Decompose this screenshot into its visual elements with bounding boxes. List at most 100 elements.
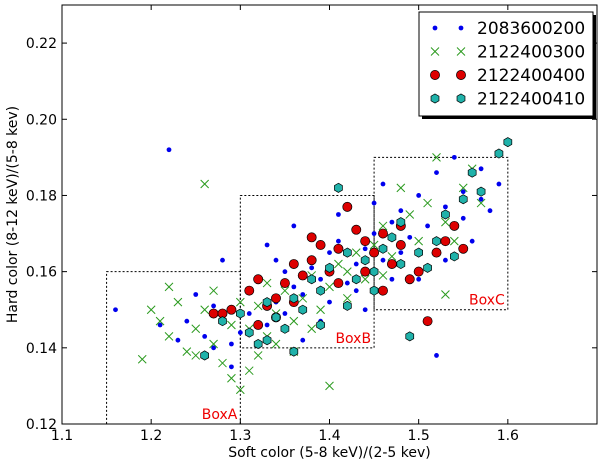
- data-point: [271, 312, 281, 323]
- legend-label: 2122400300: [477, 43, 585, 63]
- data-point: [253, 274, 264, 285]
- data-point: [458, 194, 468, 205]
- data-point: [291, 284, 297, 290]
- data-point: [280, 286, 290, 296]
- data-point: [200, 350, 209, 361]
- legend-entry: 2122400400: [430, 66, 585, 86]
- data-point: [342, 267, 352, 276]
- data-point: [416, 193, 422, 198]
- data-point: [407, 234, 413, 240]
- data-point: [316, 319, 325, 330]
- data-point: [380, 181, 386, 187]
- data-point: [280, 323, 290, 334]
- data-point: [369, 240, 379, 250]
- x-tick-label: 1.6: [497, 428, 519, 444]
- data-point: [432, 236, 441, 247]
- data-point: [244, 285, 255, 296]
- data-point: [166, 147, 172, 153]
- legend-marker: [456, 93, 466, 104]
- data-point: [253, 339, 263, 350]
- data-point: [244, 366, 254, 376]
- data-point: [113, 307, 118, 313]
- data-point: [175, 337, 181, 343]
- series-2122400300: [137, 153, 486, 395]
- data-point: [478, 166, 484, 172]
- data-point: [342, 201, 353, 212]
- data-point: [334, 182, 343, 193]
- data-point: [351, 224, 362, 235]
- data-point: [193, 292, 199, 297]
- data-point: [300, 292, 306, 297]
- x-tick-label: 1.3: [229, 428, 251, 444]
- data-point: [443, 204, 448, 210]
- data-point: [173, 297, 183, 307]
- data-point: [449, 236, 459, 246]
- data-point: [227, 373, 236, 383]
- data-point: [227, 320, 236, 330]
- legend-entry: 2122400410: [430, 90, 585, 110]
- legend-box: [418, 11, 594, 117]
- data-point: [220, 257, 225, 263]
- data-point: [441, 290, 450, 299]
- data-point: [298, 304, 308, 315]
- data-point: [291, 223, 297, 229]
- data-point: [351, 274, 361, 285]
- y-axis-title: Hard color (8-12 keV)/(5-8 kev): [5, 106, 21, 323]
- data-point: [422, 316, 433, 327]
- data-point: [344, 280, 350, 286]
- data-point: [229, 341, 234, 347]
- legend-marker: [456, 70, 466, 80]
- data-point: [378, 271, 388, 280]
- boxes-layer: BoxA BoxB BoxC: [106, 156, 509, 425]
- series-2122400400: [208, 201, 469, 330]
- data-point: [371, 200, 377, 206]
- data-point: [200, 305, 210, 315]
- data-point: [318, 276, 323, 282]
- box-label-boxb: BoxB: [335, 331, 371, 347]
- data-point: [343, 300, 352, 311]
- legend-label: 2122400410: [477, 90, 585, 110]
- data-point: [235, 385, 245, 395]
- data-point: [387, 252, 397, 261]
- data-point: [307, 274, 316, 285]
- data-point: [146, 305, 156, 315]
- data-point: [309, 265, 315, 271]
- data-point: [298, 293, 308, 303]
- data-point: [182, 347, 192, 356]
- data-point: [395, 240, 406, 250]
- data-point: [279, 278, 290, 289]
- data-point: [336, 238, 341, 244]
- data-point: [271, 339, 281, 349]
- data-point: [434, 353, 439, 358]
- data-point: [441, 217, 450, 227]
- data-point: [336, 212, 341, 217]
- data-point: [264, 242, 270, 248]
- data-point: [297, 270, 308, 281]
- data-point: [316, 305, 325, 315]
- data-point: [253, 351, 263, 360]
- data-point: [289, 316, 299, 326]
- data-point: [441, 209, 450, 220]
- data-point: [360, 236, 371, 247]
- data-point: [496, 181, 502, 187]
- data-point: [342, 293, 352, 303]
- data-point: [460, 189, 466, 195]
- data-point: [315, 240, 326, 250]
- data-point: [389, 219, 395, 225]
- data-point: [333, 278, 344, 289]
- data-point: [343, 247, 352, 258]
- legend-marker: [432, 25, 438, 31]
- data-point: [325, 282, 334, 292]
- data-point: [300, 337, 306, 343]
- data-point: [476, 186, 486, 197]
- data-point: [246, 311, 252, 316]
- data-point: [494, 148, 504, 159]
- data-point: [316, 285, 325, 296]
- data-point: [460, 215, 466, 221]
- data-point: [378, 221, 388, 231]
- data-point: [253, 320, 264, 330]
- x-axis-title: Soft color (5-8 keV)/(2-5 kev): [228, 445, 431, 461]
- data-point: [155, 316, 165, 326]
- box-label-boxa: BoxA: [202, 407, 238, 423]
- data-point: [334, 259, 343, 269]
